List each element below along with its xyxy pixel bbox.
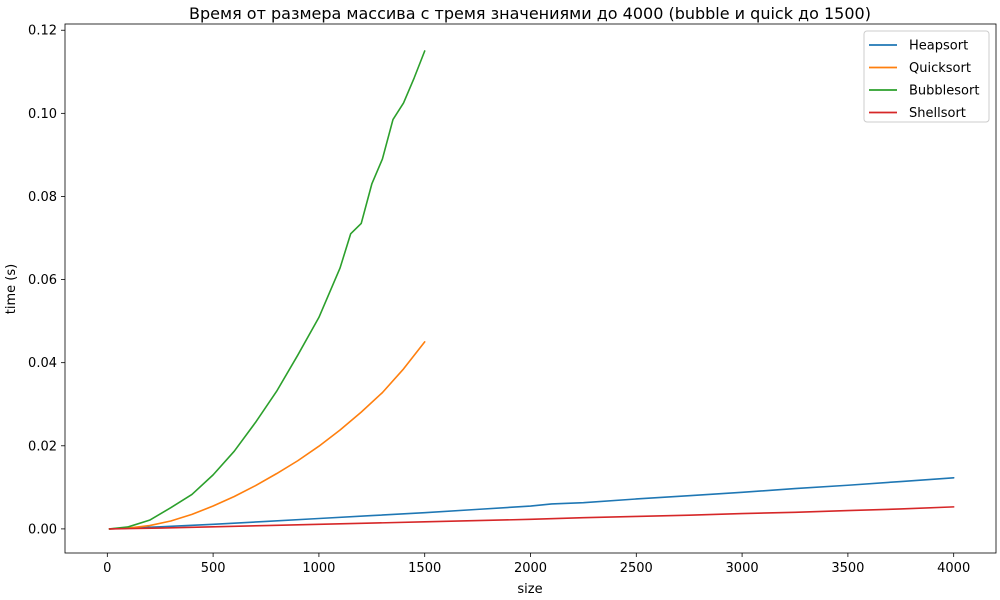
legend-label: Bubblesort	[909, 84, 979, 99]
y-axis-label: time (s)	[4, 264, 19, 314]
x-tick-label: 4000	[937, 561, 970, 576]
x-tick-label: 3000	[726, 561, 759, 576]
x-tick-label: 0	[103, 561, 111, 576]
y-tick-label: 0.04	[28, 356, 57, 371]
x-tick-label: 2000	[514, 561, 547, 576]
legend-label: Quicksort	[909, 61, 971, 76]
plot-area	[65, 24, 996, 553]
x-axis-label: size	[517, 582, 542, 597]
y-tick-label: 0.06	[28, 273, 57, 288]
y-tick-label: 0.08	[28, 190, 57, 205]
series-line-heapsort	[108, 476, 955, 530]
x-tick-label: 1000	[302, 561, 335, 576]
x-tick-label: 500	[201, 561, 226, 576]
x-tick-label: 2500	[620, 561, 653, 576]
legend-label: Shellsort	[909, 106, 966, 121]
y-tick-label: 0.00	[28, 522, 57, 537]
series-line-bubblesort	[108, 50, 426, 530]
series-line-quicksort	[108, 341, 426, 530]
chart-title: Время от размера массива с тремя значени…	[189, 4, 871, 23]
series-line-shellsort	[108, 506, 955, 530]
y-tick-label: 0.12	[28, 24, 57, 39]
y-tick-label: 0.02	[28, 439, 57, 454]
series-layer	[108, 50, 955, 530]
legend-label: Heapsort	[909, 39, 968, 54]
x-tick-label: 1500	[408, 561, 441, 576]
legend-box	[863, 30, 990, 123]
y-tick-label: 0.10	[28, 107, 57, 122]
x-axis: 0 500 1000 1500 2000 2500 3000 3500 4000	[103, 553, 970, 576]
legend: Heapsort Quicksort Bubblesort Shellsort	[863, 30, 990, 123]
y-axis: 0.00 0.02 0.04 0.06 0.08 0.10 0.12	[28, 24, 65, 537]
x-tick-label: 3500	[831, 561, 864, 576]
